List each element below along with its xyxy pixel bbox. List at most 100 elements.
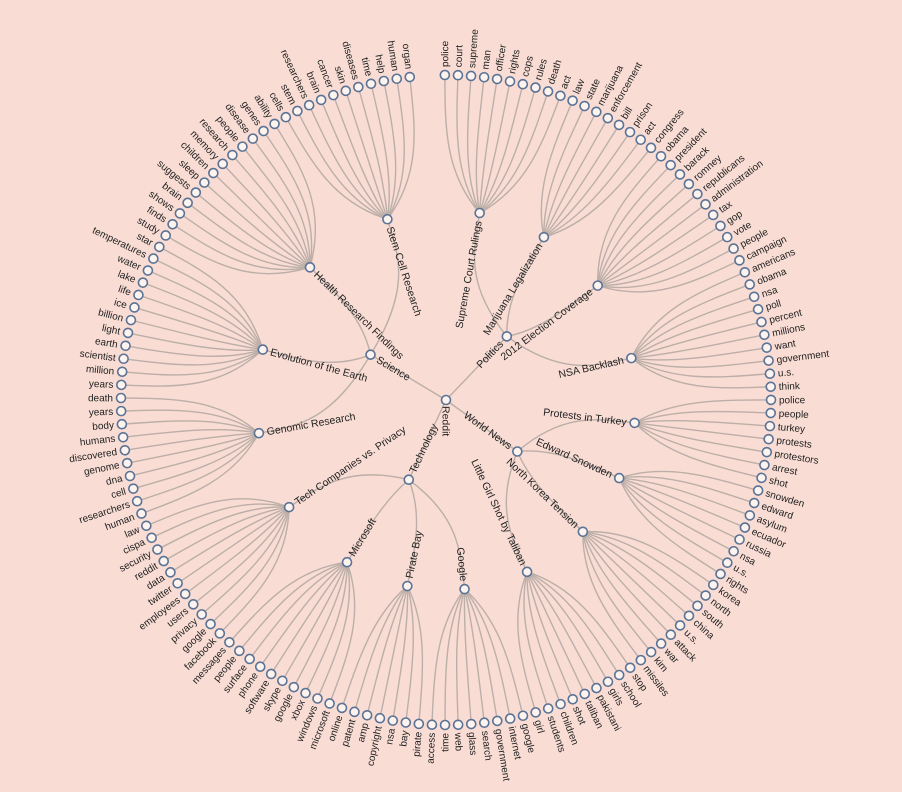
leaf-node-think[interactable]: think [765, 381, 801, 393]
node-circle[interactable] [402, 580, 413, 592]
node-circle[interactable] [217, 158, 229, 170]
node-circle[interactable] [237, 141, 248, 152]
topic-node-supreme-court-rulings[interactable]: Supreme Court Rulings [454, 207, 485, 330]
node-circle[interactable] [154, 241, 165, 253]
node-circle[interactable] [602, 112, 614, 124]
node-circle[interactable] [501, 331, 513, 342]
node-circle[interactable] [504, 76, 516, 87]
leaf-node-ice[interactable]: ice [113, 297, 140, 313]
node-circle[interactable] [208, 167, 219, 179]
leaf-node-arrest[interactable]: arrest [759, 459, 799, 479]
node-circle[interactable] [403, 474, 415, 486]
leaf-node-search[interactable]: search [479, 717, 493, 761]
node-circle[interactable] [764, 368, 776, 380]
leaf-node-cops[interactable]: cops [517, 55, 536, 90]
node-circle[interactable] [700, 590, 711, 601]
leaf-node-want[interactable]: want [761, 338, 797, 353]
node-circle[interactable] [765, 407, 777, 419]
node-circle[interactable] [128, 483, 139, 494]
node-circle[interactable] [277, 675, 288, 687]
node-circle[interactable] [567, 95, 578, 106]
node-circle[interactable] [707, 209, 719, 221]
leaf-node-earth[interactable]: earth [94, 336, 131, 352]
node-circle[interactable] [328, 89, 339, 101]
leaf-node-light[interactable]: light [101, 323, 134, 339]
node-circle[interactable] [120, 340, 131, 352]
node-circle[interactable] [136, 508, 147, 519]
node-circle[interactable] [613, 119, 625, 131]
node-circle[interactable] [382, 213, 393, 225]
node-circle[interactable] [439, 69, 451, 81]
topic-node-north-korea-tension[interactable]: North Korea Tension [504, 456, 589, 538]
leaf-node-help[interactable]: help [372, 54, 390, 87]
node-circle[interactable] [692, 188, 703, 200]
node-circle[interactable] [315, 94, 327, 106]
topic-node-microsoft[interactable]: Microsoft [341, 516, 379, 568]
node-circle[interactable] [613, 669, 625, 681]
node-circle[interactable] [465, 70, 477, 82]
node-circle[interactable] [692, 600, 703, 612]
leaf-node-access[interactable]: access [426, 719, 438, 764]
node-circle[interactable] [734, 534, 745, 545]
node-circle[interactable] [635, 134, 646, 146]
leaf-node-scientist[interactable]: scientist [79, 349, 129, 365]
topic-node-technology[interactable]: Technology [403, 421, 441, 486]
leaf-node-web[interactable]: web [452, 719, 464, 752]
leaf-node-turkey[interactable]: turkey [764, 420, 805, 436]
node-circle[interactable] [577, 526, 589, 538]
leaf-node-act[interactable]: act [555, 74, 574, 102]
node-circle[interactable] [517, 78, 529, 90]
node-circle[interactable] [254, 661, 266, 672]
node-circle[interactable] [567, 693, 579, 705]
node-circle[interactable] [683, 178, 695, 190]
node-circle[interactable] [205, 618, 216, 630]
leaf-node-amp[interactable]: amp [356, 709, 373, 744]
node-circle[interactable] [374, 712, 386, 724]
node-circle[interactable] [304, 262, 316, 273]
node-circle[interactable] [530, 82, 541, 93]
node-circle[interactable] [579, 688, 591, 700]
node-circle[interactable] [707, 579, 719, 591]
node-circle[interactable] [459, 583, 470, 595]
node-circle[interactable] [645, 646, 657, 658]
node-circle[interactable] [517, 710, 529, 722]
node-circle[interactable] [117, 431, 129, 443]
leaf-node-dna[interactable]: dna [105, 470, 136, 488]
node-circle[interactable] [626, 352, 637, 364]
node-circle[interactable] [303, 99, 315, 111]
node-circle[interactable] [115, 392, 127, 404]
node-circle[interactable] [158, 555, 170, 567]
node-circle[interactable] [404, 71, 416, 83]
leaf-node-glass[interactable]: glass [465, 718, 478, 756]
leaf-node-humans[interactable]: humans [79, 431, 129, 449]
node-circle[interactable] [141, 520, 152, 532]
node-circle[interactable] [591, 682, 602, 694]
node-circle[interactable] [336, 702, 348, 714]
node-circle[interactable] [752, 485, 764, 496]
leaf-node-girl[interactable]: girl [530, 707, 546, 735]
node-circle[interactable] [115, 405, 127, 417]
node-circle[interactable] [759, 329, 770, 341]
node-circle[interactable] [756, 472, 767, 484]
leaf-node-police[interactable]: police [765, 394, 806, 406]
node-circle[interactable] [137, 277, 149, 288]
node-circle[interactable] [439, 719, 451, 731]
node-circle[interactable] [763, 355, 774, 366]
node-circle[interactable] [761, 342, 773, 353]
node-circle[interactable] [728, 545, 739, 557]
node-circle[interactable] [227, 149, 238, 161]
topic-node-protests-in-turkey[interactable]: Protests in Turkey [542, 406, 640, 429]
node-circle[interactable] [353, 81, 364, 93]
leaf-node-body[interactable]: body [92, 418, 128, 433]
node-circle[interactable] [591, 106, 602, 118]
node-circle[interactable] [479, 717, 490, 729]
node-circle[interactable] [119, 444, 131, 456]
leaf-node-human[interactable]: human [385, 40, 403, 85]
node-circle[interactable] [763, 433, 774, 445]
node-circle[interactable] [269, 118, 280, 130]
leaf-node-poll[interactable]: poll [752, 298, 783, 315]
node-circle[interactable] [116, 418, 128, 430]
node-circle[interactable] [174, 208, 186, 219]
node-circle[interactable] [152, 544, 163, 555]
node-circle[interactable] [521, 566, 533, 578]
